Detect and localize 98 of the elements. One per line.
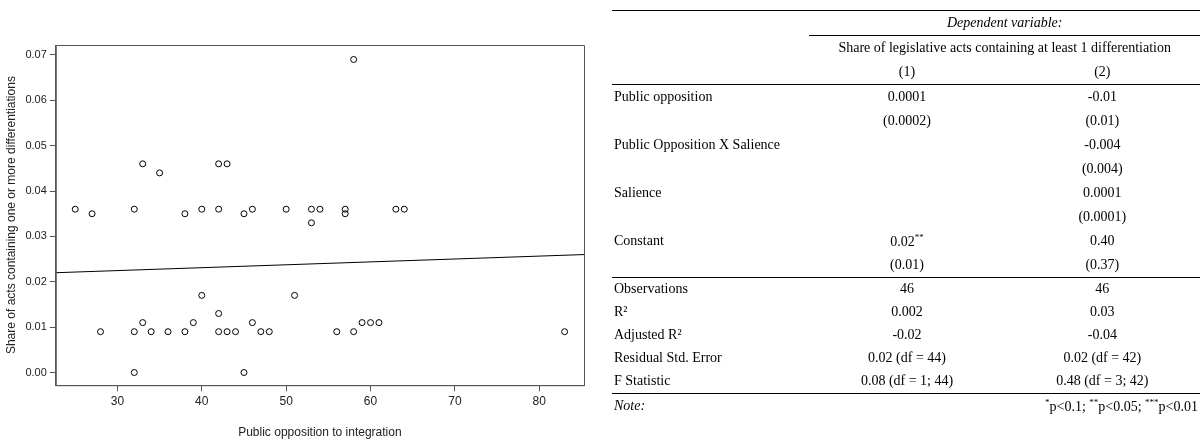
point <box>164 328 172 336</box>
text: (0.004) <box>1081 160 1123 176</box>
text: Dependent variable: <box>809 10 1200 36</box>
x-tick-label: 40 <box>195 393 209 408</box>
text: (0.0001) <box>1078 208 1127 224</box>
category-label: F Statistic <box>614 373 671 388</box>
y-tick-label: 0.01 <box>25 320 47 333</box>
point <box>130 205 138 213</box>
text: 0.48 (df = 3; 42) <box>1056 373 1149 388</box>
text: (0.37) <box>1085 256 1120 272</box>
category-label: Adjusted R² <box>614 327 682 342</box>
y-tick-label: 0.03 <box>25 229 47 242</box>
point <box>257 328 265 336</box>
text: 0.02 (df = 44) <box>868 350 946 365</box>
text: 0.08 (df = 1; 44) <box>860 373 954 388</box>
point <box>248 319 256 327</box>
point <box>307 205 315 213</box>
point <box>198 205 206 213</box>
point <box>248 205 256 213</box>
point <box>400 205 408 213</box>
point <box>333 328 341 336</box>
category-label: R² <box>614 304 628 319</box>
text: -0.04 <box>1087 327 1117 342</box>
point <box>215 328 223 336</box>
y-tick-label: 0.02 <box>25 274 47 287</box>
category-label: Residual Std. Error <box>614 350 722 365</box>
x-tick-label: 30 <box>110 393 125 408</box>
point <box>223 328 231 336</box>
category-label: Constant <box>614 232 664 248</box>
point <box>232 328 240 336</box>
text: 0.002 <box>891 304 923 319</box>
text: 0.03 <box>1090 304 1115 319</box>
point <box>341 205 349 213</box>
point <box>265 328 273 336</box>
category-label: (1) <box>809 59 1005 84</box>
category-label: Observations <box>614 281 688 296</box>
text: -0.004 <box>1084 136 1121 152</box>
text: Note: <box>612 393 810 418</box>
point <box>350 328 358 336</box>
text: 46 <box>1095 281 1110 296</box>
text: -0.02 <box>892 327 922 342</box>
point <box>130 328 138 336</box>
point <box>223 160 231 168</box>
category-label: Public Opposition X Salience <box>614 136 781 152</box>
point <box>392 205 400 213</box>
point <box>215 310 223 318</box>
y-tick-label: 0.04 <box>25 184 47 197</box>
point <box>561 328 569 336</box>
point <box>139 319 147 327</box>
point <box>240 369 248 376</box>
point <box>215 205 223 213</box>
point <box>291 291 299 299</box>
point <box>240 210 248 218</box>
point <box>156 169 164 177</box>
text: 0.02 (df = 42) <box>1063 350 1142 365</box>
point <box>198 291 206 299</box>
text: Share of legislative acts containing at least 1 differentiation <box>837 38 1172 57</box>
text: 0.40 <box>1090 232 1115 248</box>
x-axis-title: Public opposition to integration <box>238 425 402 440</box>
text: $^{*}$p<0.1; $^{**}$p<0.05; $^{***}$p<0.01 <box>809 393 1200 418</box>
point <box>341 210 349 218</box>
text: 0.0001 <box>887 88 927 104</box>
point <box>97 328 105 336</box>
y-tick-label: 0.00 <box>25 365 47 378</box>
text: -0.01 <box>1087 88 1117 104</box>
y-tick-label: 0.07 <box>25 48 47 61</box>
point <box>130 369 138 376</box>
point <box>375 319 383 327</box>
text: 46 <box>900 281 915 296</box>
point <box>181 210 189 218</box>
point <box>88 210 96 218</box>
x-tick-label: 80 <box>532 393 547 408</box>
point <box>358 319 366 327</box>
point <box>350 56 358 64</box>
x-tick-label: 70 <box>448 393 462 408</box>
point <box>147 328 155 336</box>
y-tick-label: 0.05 <box>25 138 47 151</box>
text: (0.0002) <box>883 112 931 128</box>
point <box>71 205 79 213</box>
text: (0.01) <box>890 256 924 272</box>
text: (0.01) <box>1085 112 1120 128</box>
text: 0.0001 <box>1083 184 1122 200</box>
y-tick-label: 0.06 <box>25 93 47 106</box>
point <box>181 328 189 336</box>
point <box>189 319 197 327</box>
category-label: Public opposition <box>614 88 713 104</box>
category-label: (2) <box>1004 59 1200 84</box>
point <box>282 205 290 213</box>
point <box>215 160 223 168</box>
point <box>307 219 315 227</box>
point <box>367 319 375 327</box>
point <box>139 160 147 168</box>
y-axis-title: Share of acts containing one or more differentiations <box>3 76 18 355</box>
text: 0.02$^{**}$ <box>890 231 924 249</box>
category-label: Salience <box>614 184 662 200</box>
point <box>316 205 324 213</box>
x-tick-label: 50 <box>279 393 294 408</box>
x-tick-label: 60 <box>363 393 378 408</box>
